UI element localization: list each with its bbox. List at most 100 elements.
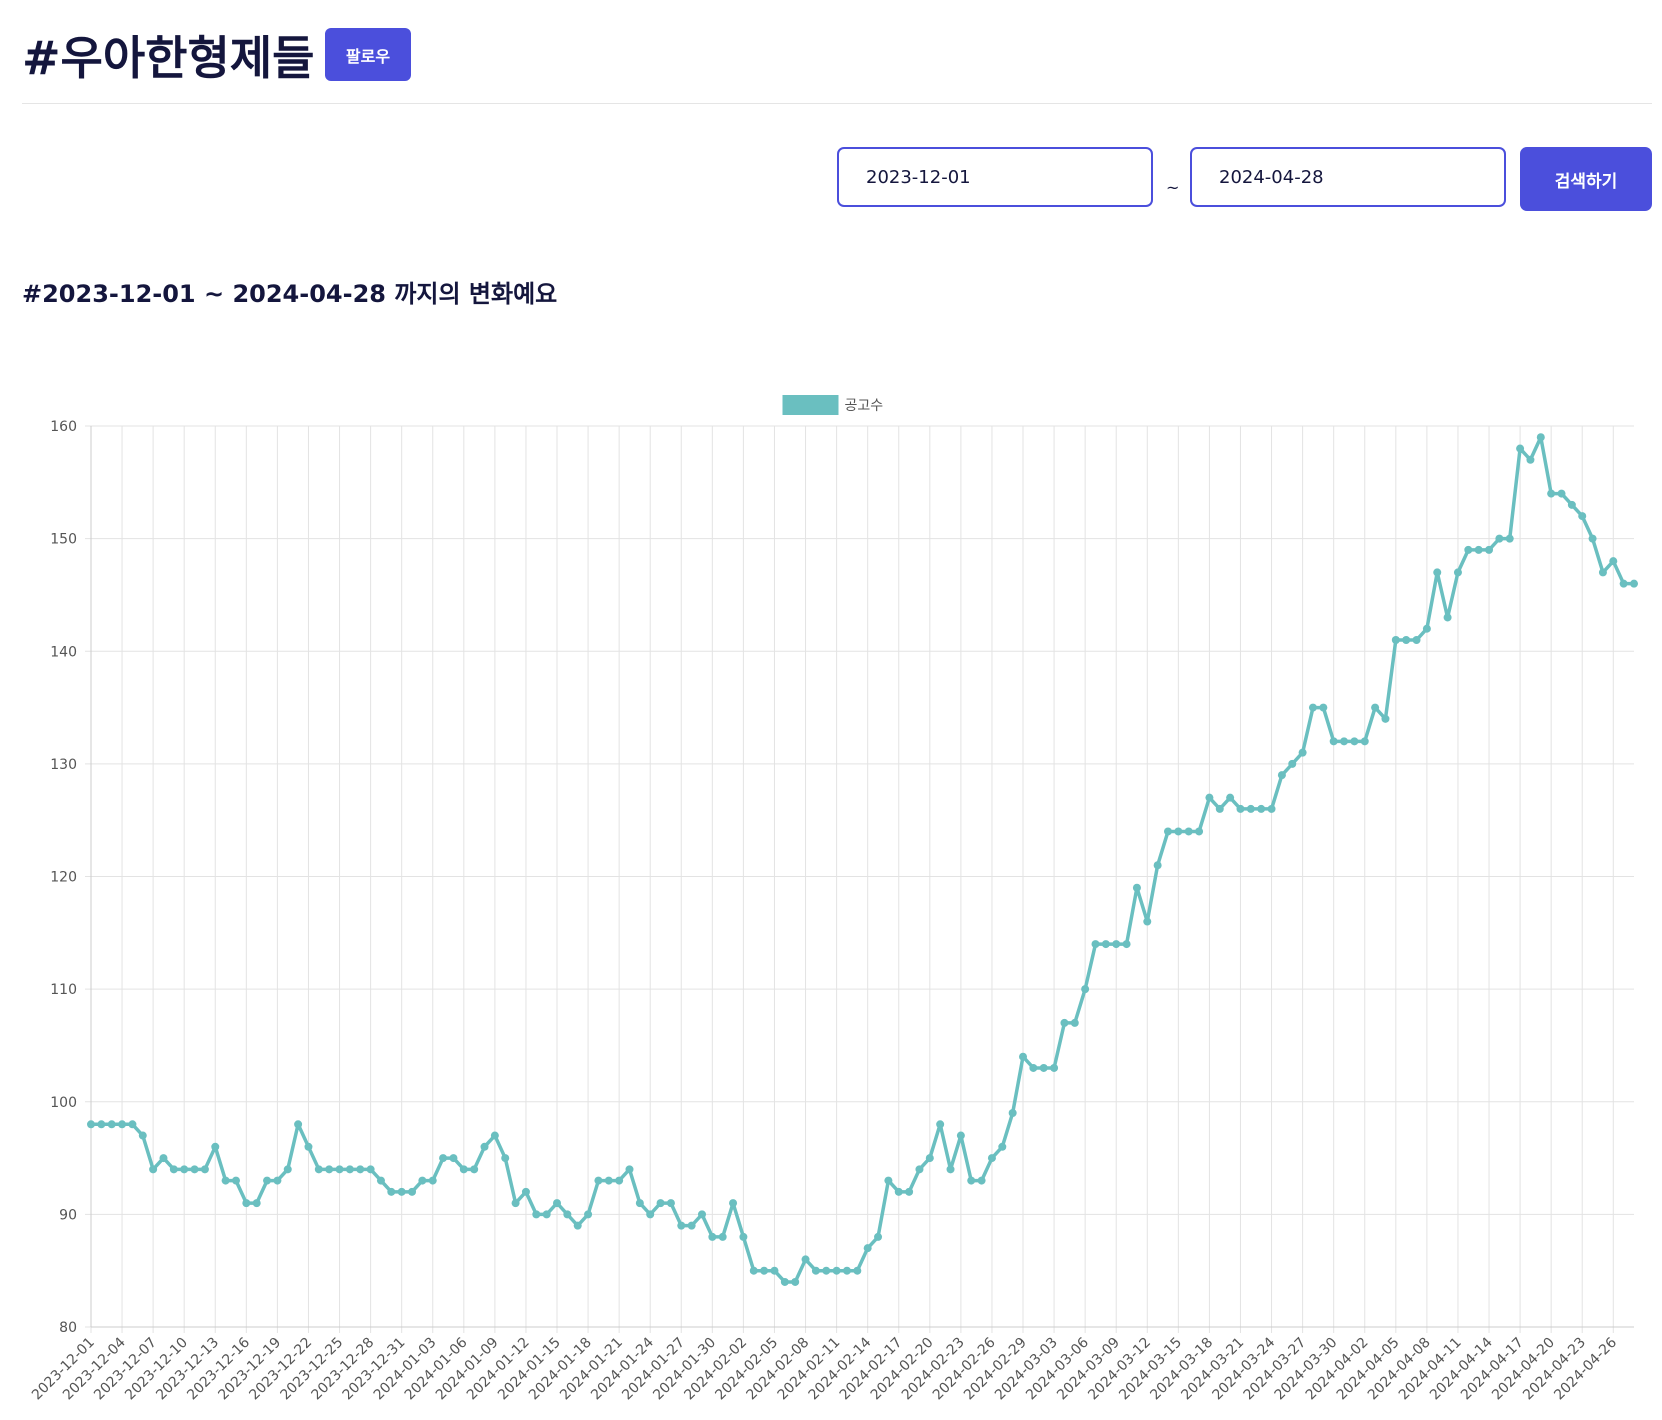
data-point — [1153, 861, 1162, 870]
date-separator: ~ — [1166, 178, 1180, 197]
data-point — [211, 1142, 220, 1151]
data-point — [749, 1266, 758, 1275]
data-point — [314, 1165, 323, 1174]
data-point — [1246, 804, 1255, 813]
data-point — [1371, 703, 1380, 712]
x-tick-label: 2023-12-04 — [60, 1334, 129, 1403]
data-point — [998, 1142, 1007, 1151]
data-point — [304, 1142, 313, 1151]
y-tick-label: 110 — [50, 982, 77, 998]
data-point — [397, 1187, 406, 1196]
data-point — [1557, 489, 1566, 498]
start-date-input[interactable]: 2023-12-01 — [837, 147, 1153, 207]
data-point — [1132, 883, 1141, 892]
data-point — [1360, 737, 1369, 746]
data-point — [480, 1142, 489, 1151]
data-point — [273, 1176, 282, 1185]
x-tick-label: 2023-12-10 — [122, 1335, 191, 1404]
data-point — [1422, 624, 1431, 633]
data-point — [687, 1221, 696, 1230]
data-point — [542, 1210, 551, 1219]
data-point — [294, 1120, 303, 1129]
data-point — [1081, 985, 1090, 994]
data-point — [252, 1199, 261, 1208]
data-point — [335, 1165, 344, 1174]
data-point — [1516, 444, 1525, 453]
data-point — [180, 1165, 189, 1174]
data-point — [1060, 1018, 1069, 1027]
data-point — [697, 1210, 706, 1219]
data-point — [1453, 568, 1462, 577]
data-point — [853, 1266, 862, 1275]
data-point — [1215, 804, 1224, 813]
data-point — [584, 1210, 593, 1219]
data-point — [490, 1131, 499, 1140]
x-tick-label: 2024-02-11 — [775, 1335, 844, 1404]
end-date-input[interactable]: 2024-04-28 — [1190, 147, 1506, 207]
x-tick-label: 2023-12-28 — [309, 1335, 378, 1404]
x-tick-label: 2024-04-05 — [1334, 1335, 1403, 1404]
data-point — [1619, 579, 1628, 588]
data-point — [418, 1176, 427, 1185]
x-tick-label: 2024-02-17 — [837, 1335, 906, 1404]
data-point — [967, 1176, 976, 1185]
data-point — [118, 1120, 127, 1129]
data-point — [356, 1165, 365, 1174]
x-tick-label: 2024-04-26 — [1551, 1334, 1620, 1403]
data-line — [91, 435, 1634, 1284]
legend-swatch — [782, 395, 839, 415]
data-point — [894, 1187, 903, 1196]
x-tick-label: 2024-01-27 — [619, 1335, 688, 1404]
data-point — [1381, 714, 1390, 723]
data-point — [107, 1120, 116, 1129]
x-tick-label: 2024-03-18 — [1147, 1335, 1216, 1404]
data-point — [1526, 455, 1535, 464]
follow-button[interactable]: 팔로우 — [325, 28, 411, 81]
data-point — [739, 1232, 748, 1241]
data-point — [97, 1120, 106, 1129]
data-point — [1536, 433, 1545, 442]
x-tick-label: 2023-12-01 — [29, 1335, 98, 1404]
data-point — [283, 1165, 292, 1174]
data-point — [553, 1199, 562, 1208]
data-point — [1319, 703, 1328, 712]
data-point — [1391, 635, 1400, 644]
data-point — [138, 1131, 147, 1140]
data-point — [718, 1232, 727, 1241]
data-point — [1505, 534, 1514, 543]
data-point — [791, 1277, 800, 1286]
data-point — [1609, 557, 1618, 566]
y-tick-label: 140 — [50, 644, 77, 660]
x-tick-label: 2024-01-06 — [402, 1334, 471, 1403]
data-point — [656, 1199, 665, 1208]
data-point — [1547, 489, 1556, 498]
data-point — [439, 1154, 448, 1163]
x-tick-label: 2023-12-19 — [215, 1335, 284, 1404]
y-tick-label: 100 — [50, 1095, 77, 1111]
x-tick-label: 2024-02-02 — [681, 1335, 750, 1404]
data-point — [1350, 737, 1359, 746]
data-point — [863, 1244, 872, 1253]
data-point — [563, 1210, 572, 1219]
x-tick-label: 2024-01-21 — [557, 1335, 626, 1404]
data-point — [1143, 917, 1152, 926]
data-point — [677, 1221, 686, 1230]
data-point — [1630, 579, 1638, 588]
data-point — [1122, 940, 1131, 949]
y-tick-label: 150 — [50, 532, 77, 548]
data-point — [1288, 759, 1297, 768]
data-point — [842, 1266, 851, 1275]
data-point — [822, 1266, 831, 1275]
data-point — [345, 1165, 354, 1174]
search-button[interactable]: 검색하기 — [1520, 147, 1652, 211]
data-point — [1578, 512, 1587, 521]
data-point — [925, 1154, 934, 1163]
data-point — [1091, 940, 1100, 949]
legend-label: 공고수 — [845, 398, 884, 414]
data-point — [1485, 545, 1494, 554]
data-point — [1277, 771, 1286, 780]
data-point — [1174, 827, 1183, 836]
data-point — [708, 1232, 717, 1241]
data-point — [987, 1154, 996, 1163]
